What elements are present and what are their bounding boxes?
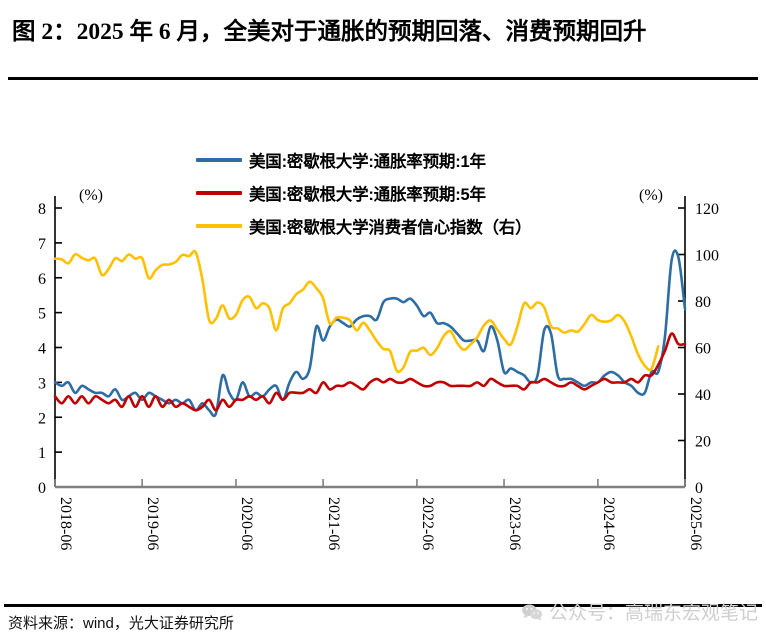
y-tick-label-right: 80 [695,294,711,311]
x-tick-label: 2022-06 [419,497,436,550]
series-line-inflation-1y [53,249,687,418]
legend-item-consumer-sentiment[interactable]: 美国:密歇根大学消费者信心指数（右） [196,214,532,238]
watermark: 公众号：高瑞东宏观笔记 [521,598,758,625]
legend-label-consumer-sentiment: 美国:密歇根大学消费者信心指数（右） [249,219,532,237]
legend-item-inflation-5y[interactable]: 美国:密歇根大学:通胀率预期:5年 [196,181,531,205]
x-tick-label: 2024-06 [600,497,617,550]
y-axis-unit-right: (%) [639,187,663,204]
x-tick-label: 2021-06 [325,497,342,550]
legend-item-inflation-1y[interactable]: 美国:密歇根大学:通胀率预期:1年 [196,148,531,172]
series-line-inflation-5y [53,332,687,412]
y-tick-label-right: 0 [695,480,703,497]
y-tick-label-right: 60 [695,341,711,358]
y-tick-label-right: 20 [695,434,711,451]
y-tick-label-left: 5 [38,306,46,323]
y-tick-label-left: 0 [38,480,46,497]
y-tick-label-left: 3 [38,375,46,392]
x-tick-label: 2023-06 [506,497,523,550]
y-tick-label-left: 1 [38,445,46,462]
y-tick-label-right: 100 [695,248,719,265]
legend-swatch-inflation-1y [196,158,242,162]
y-tick-label-left: 2 [38,410,46,427]
legend-swatch-consumer-sentiment [196,224,242,228]
legend-label-inflation-5y: 美国:密歇根大学:通胀率预期:5年 [249,186,486,204]
x-tick-label: 2025-06 [687,497,704,550]
footer-divider [4,604,762,607]
series-line-consumer-sentiment [53,249,660,374]
source-note: 资料来源：wind，光大证券研究所 [8,615,234,632]
y-tick-label-left: 8 [38,201,46,218]
y-tick-label-right: 40 [695,387,711,404]
chart-legend: 美国:密歇根大学:通胀率预期:1年 美国:密歇根大学:通胀率预期:5年 美国:密… [196,148,532,238]
x-tick-label: 2019-06 [144,497,161,550]
watermark-text: 公众号：高瑞东宏观笔记 [548,603,758,624]
chart-container: 0 1 2 3 4 5 6 7 8 (%) 0 20 40 60 80 100 120 (%) 2018-06 201… [0,88,766,598]
x-tick-label: 2020-06 [238,497,255,550]
legend-label-inflation-1y: 美国:密歇根大学:通胀率预期:1年 [249,153,486,171]
y-tick-label-left: 4 [38,341,46,358]
legend-swatch-inflation-5y [196,191,242,195]
y-tick-label-left: 7 [38,236,46,253]
page-title: 图 2：2025 年 6 月，全美对于通胀的预期回落、消费预期回升 [12,19,647,45]
x-tick-label: 2018-06 [57,497,74,550]
line-chart: 0 1 2 3 4 5 6 7 8 (%) 0 20 40 60 80 100 120 (%) 2018-06 201… [38,187,719,550]
y-tick-label-left: 6 [38,271,46,288]
y-axis-unit-left: (%) [79,187,103,204]
y-tick-label-right: 120 [695,201,719,218]
title-divider [8,77,758,80]
